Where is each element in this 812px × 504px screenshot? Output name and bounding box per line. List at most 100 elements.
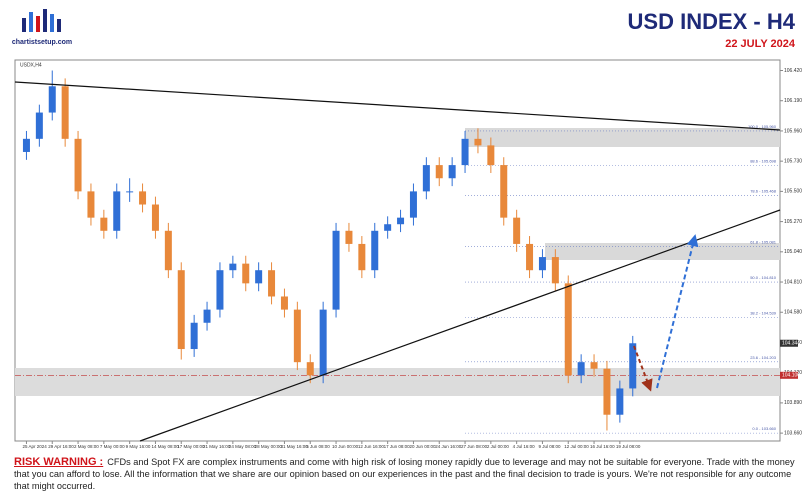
x-tick-label: 5 Jun 08:00 [306,444,330,449]
x-tick-label: 4 Jul 16:00 [513,444,536,449]
candle-body [474,138,482,146]
candle-body [577,362,585,376]
fib-label: 50.0 - 104.810 [750,275,777,280]
candle-body [409,191,417,218]
candle-body [551,257,559,284]
candle-body [590,362,598,369]
candle-body [384,224,392,231]
candle-body [345,230,353,244]
y-tick-label: 105.730 [784,158,802,164]
x-tick-label: 31 May 16:00 [280,444,308,449]
candle-body [526,243,534,271]
x-tick-label: 16 Jul 16:00 [590,444,615,449]
y-tick-label: 103.660 [784,430,802,436]
price-line-label: 104.100 [782,373,800,379]
candle-body [74,138,82,192]
candle-body [603,368,611,415]
risk-text: CFDs and Spot FX are complex instruments… [14,457,795,491]
candle-body [268,270,276,297]
y-tick-label: 103.890 [784,400,802,406]
candle-body [461,138,469,166]
fib-label: 100.0 - 105.960 [748,124,777,129]
zone [545,243,780,260]
arrow [656,234,699,389]
logo-text: chartistsetup.com [12,39,72,46]
risk-title: RISK WARNING : [14,456,104,468]
candle-body [100,217,108,231]
y-tick-label: 105.270 [784,219,802,225]
candle-body [435,165,443,179]
y-tick-label: 105.040 [784,249,802,255]
candle-body [280,296,288,310]
candle-body [139,191,147,205]
fib-label: 88.6 - 105.698 [750,158,777,163]
candle-body [35,112,43,139]
last-price-tag [780,339,798,347]
trendline [14,81,781,131]
candle-body [332,230,340,310]
symbol: USDX,H4 [20,62,42,68]
candle-body [61,86,69,139]
fib-label: 0.0 - 103.660 [752,426,776,431]
candle-body [513,217,521,244]
candle-body [190,322,198,350]
candle-body [203,309,211,323]
candle-body [229,263,237,271]
candle-body [422,165,430,192]
y-tick-label: 105.960 [784,128,802,134]
arrow [633,345,653,392]
x-tick-label: 7 May 00:00 [100,444,125,449]
zone [15,368,780,396]
candle-body [448,165,456,179]
candle-body [293,309,301,363]
fib-label: 23.6 - 104.203 [750,355,777,360]
fib-label: 61.8 - 105.081 [750,239,777,244]
candle-body [500,165,508,218]
x-tick-label: 20 Jun 00:00 [409,444,436,449]
chart-subtitle: 22 JULY 2024 [725,38,796,50]
x-tick-label: 19 Jul 08:00 [616,444,641,449]
x-tick-label: 21 May 16:00 [203,444,231,449]
candle-body [216,270,224,310]
x-tick-label: 2 May 08:00 [74,444,99,449]
candle-body [87,191,95,218]
candle-body [113,191,121,231]
y-tick-label: 106.190 [784,98,802,104]
candle-body [306,362,314,376]
risk-warning: RISK WARNING : CFDs and Spot FX are compl… [14,456,800,492]
y-tick-label: 106.420 [784,68,802,74]
logo: chartistsetup.com [12,9,72,46]
candle-body [358,243,366,271]
y-tick-label: 104.810 [784,279,802,285]
price-tag [780,371,798,379]
x-tick-label: 10 Jun 00:00 [332,444,359,449]
trendline [139,209,781,442]
fib-label: 78.6 - 105.468 [750,189,777,194]
candle-body [126,191,134,193]
candle-body [242,263,250,284]
candle-body [397,217,405,225]
x-tick-label: 12 Jul 00:00 [564,444,589,449]
candle-body [22,138,30,152]
last-price-label: 104.344 [782,341,800,347]
candle-body [538,257,546,271]
candle-body [177,270,185,350]
x-tick-label: 27 Jun 08:00 [461,444,488,449]
candle-body [371,230,379,271]
candle-body [319,309,327,376]
plot-layer: 103.660103.890104.120104.350104.580104.8… [15,68,802,449]
x-tick-label: 9 Jul 08:00 [538,444,561,449]
candle-body [564,283,572,376]
candle-body [487,145,495,166]
x-tick-label: 24 May 08:00 [229,444,257,449]
candle-body [629,343,637,389]
candle-body [255,270,263,284]
x-tick-label: 24 Jun 16:00 [435,444,462,449]
zone [465,128,780,147]
x-tick-label: 17 May 00:00 [177,444,205,449]
candle-body [164,230,172,271]
x-tick-label: 29 Apr 16:00 [48,444,74,449]
x-tick-label: 17 Jun 08:00 [384,444,411,449]
x-tick-label: 14 May 08:00 [151,444,179,449]
